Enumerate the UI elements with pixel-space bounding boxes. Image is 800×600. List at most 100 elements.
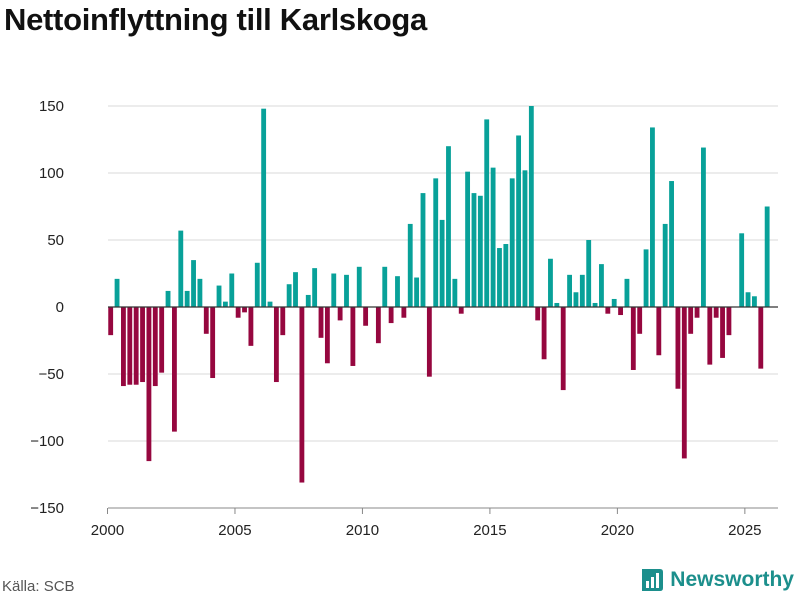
bar xyxy=(235,307,241,318)
bar xyxy=(248,307,254,346)
bar-chart-icon xyxy=(642,569,664,591)
bar xyxy=(184,290,190,307)
bar xyxy=(197,278,203,307)
bar xyxy=(764,206,770,307)
bar xyxy=(114,278,120,307)
bar xyxy=(618,307,623,316)
bar xyxy=(586,240,592,307)
bar xyxy=(650,127,655,307)
bar xyxy=(465,171,471,307)
x-tick-label: 2005 xyxy=(218,522,251,539)
bar xyxy=(681,307,687,459)
bar xyxy=(305,294,311,307)
bar xyxy=(426,307,432,377)
x-tick-label: 2015 xyxy=(473,522,506,539)
x-tick-label: 2000 xyxy=(91,522,124,539)
bar xyxy=(273,307,279,383)
y-tick-label: 150 xyxy=(39,98,64,115)
bar xyxy=(675,307,681,389)
bar xyxy=(382,266,388,307)
y-tick-label: 50 xyxy=(47,232,64,249)
bar xyxy=(662,223,668,307)
bar xyxy=(242,307,247,313)
bar xyxy=(191,260,196,307)
bar xyxy=(375,307,381,344)
y-axis-tick-labels: −150 −100 −50 0 50 100 150 xyxy=(30,98,64,517)
bar xyxy=(401,307,407,318)
bar xyxy=(363,307,369,326)
bar xyxy=(560,307,566,391)
brand-name: Newsworthy xyxy=(670,568,794,591)
bar xyxy=(420,193,426,307)
bar xyxy=(452,278,458,307)
x-axis-tick-labels: 2000 2005 2010 2015 2020 2025 xyxy=(91,522,762,539)
bar xyxy=(739,233,745,307)
bar xyxy=(522,170,528,307)
bar xyxy=(624,278,630,307)
bar xyxy=(331,273,337,307)
bar xyxy=(165,290,171,307)
bar xyxy=(446,146,451,307)
bar xyxy=(745,292,751,307)
bar xyxy=(599,264,604,307)
bar xyxy=(172,307,177,432)
bar xyxy=(286,284,292,307)
bar xyxy=(414,277,420,307)
source-label: Källa: SCB xyxy=(2,578,75,595)
bar xyxy=(350,307,356,366)
bar xyxy=(573,292,579,307)
bar xyxy=(312,268,318,307)
bar xyxy=(509,178,515,307)
bar xyxy=(318,307,324,338)
bar xyxy=(701,147,706,307)
bar xyxy=(216,285,222,307)
bar xyxy=(254,262,260,307)
bar xyxy=(630,307,636,370)
bar xyxy=(108,307,114,336)
bar xyxy=(579,274,585,307)
x-tick-label: 2010 xyxy=(346,522,379,539)
brand-logo[interactable]: Newsworthy xyxy=(640,568,794,592)
bar xyxy=(611,298,617,307)
y-tick-label: −100 xyxy=(30,433,64,450)
bar xyxy=(484,119,490,308)
bar xyxy=(605,307,611,314)
bar xyxy=(299,307,305,483)
bar xyxy=(337,307,343,321)
bar xyxy=(758,307,764,369)
bar xyxy=(707,307,713,365)
chart-title: Nettoinflyttning till Karlskoga xyxy=(4,2,427,37)
bar xyxy=(407,223,413,307)
bar xyxy=(140,307,145,383)
bar xyxy=(554,302,560,307)
x-tick-label: 2025 xyxy=(728,522,761,539)
bar xyxy=(395,276,400,307)
bar xyxy=(637,307,643,334)
bar xyxy=(726,307,732,336)
bar xyxy=(720,307,725,358)
bar xyxy=(752,296,757,307)
bar xyxy=(497,248,502,307)
y-tick-label: −50 xyxy=(39,366,64,383)
y-tick-label: −150 xyxy=(30,500,64,517)
bar xyxy=(324,307,330,364)
bar xyxy=(152,307,158,387)
bars xyxy=(108,106,770,483)
bar xyxy=(121,307,126,387)
bar xyxy=(535,307,541,321)
bar xyxy=(433,178,439,307)
bar xyxy=(516,135,522,307)
bar xyxy=(439,219,445,307)
bar xyxy=(694,307,700,318)
bar xyxy=(477,195,483,307)
bar xyxy=(146,307,152,462)
bar xyxy=(178,230,184,307)
axes xyxy=(106,306,778,514)
bar xyxy=(356,266,362,307)
bar xyxy=(203,307,209,334)
bar xyxy=(656,307,662,356)
bar xyxy=(713,307,719,318)
bar xyxy=(548,258,553,307)
bar xyxy=(490,167,496,307)
